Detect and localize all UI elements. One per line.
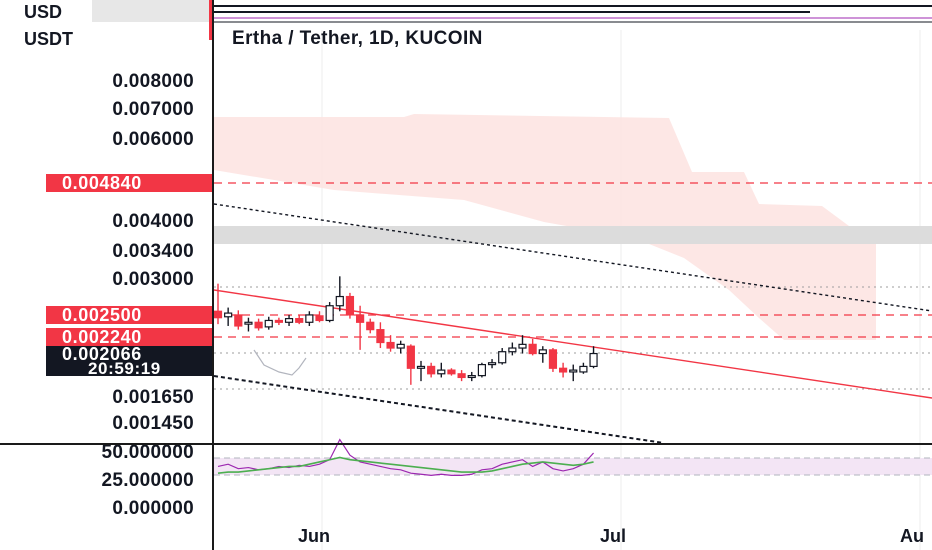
chart-canvas[interactable]: Ertha / Tether, 1D, KUCOIN: [214, 0, 932, 550]
time-label-jul: Jul: [600, 526, 627, 546]
candle-body: [295, 318, 304, 323]
price-tick: 0.007000: [112, 99, 194, 120]
candle-body: [528, 343, 537, 355]
trendline-upper-dashed: [214, 203, 932, 312]
pane-divider[interactable]: [0, 443, 932, 445]
candle-body: [538, 349, 547, 355]
candle-body: [518, 343, 527, 349]
candle-body: [356, 314, 365, 323]
price-tick: 0.004000: [112, 211, 194, 232]
price-tick: 0.003000: [112, 269, 194, 290]
candle-body: [244, 321, 253, 325]
level-label-high[interactable]: 0.004840: [46, 174, 212, 192]
candle-body: [386, 341, 395, 349]
candle-body: [467, 375, 476, 379]
candle-body: [487, 362, 497, 366]
price-tick: 0.008000: [112, 71, 194, 92]
candle-body: [406, 345, 415, 369]
candle-body: [437, 369, 446, 375]
candle-body: [589, 352, 598, 368]
price-tick: 0.001650: [112, 387, 194, 408]
price-tick: 0.001450: [112, 413, 194, 434]
candle-body: [508, 347, 517, 353]
candle-body: [345, 295, 355, 316]
candle-body: [315, 315, 324, 322]
candle-body: [305, 314, 314, 323]
candle-body: [416, 365, 426, 369]
time-label-jun: Jun: [298, 526, 331, 546]
bar-countdown: 20:59:19: [88, 359, 161, 378]
candle-body: [376, 329, 385, 344]
candle-body: [548, 349, 558, 369]
candle-body: [559, 367, 568, 373]
candle-body: [569, 369, 578, 373]
signal-line: [217, 456, 594, 474]
candle-body: [427, 365, 436, 375]
oscillator-tick: 0.000000: [112, 498, 194, 519]
oscillator-band: [214, 458, 932, 475]
candle-body: [224, 312, 233, 318]
candle-body: [477, 363, 486, 377]
current-price-value: 0.002066: [62, 344, 142, 364]
grey-path: [253, 349, 307, 376]
candle-body: [498, 351, 507, 364]
cloud-area: [214, 114, 876, 340]
chart-svg[interactable]: [214, 0, 932, 550]
current-price-label[interactable]: 0.002066 20:59:19: [46, 344, 212, 378]
chart-title[interactable]: Ertha / Tether, 1D, KUCOIN: [232, 28, 483, 49]
level-label-low[interactable]: 0.002240: [46, 328, 212, 346]
price-tick: 0.006000: [112, 129, 194, 150]
candle-body: [214, 310, 223, 319]
candle-body: [325, 305, 334, 322]
grey-zone: [214, 226, 932, 244]
candle-body: [396, 343, 405, 349]
candle-body: [274, 319, 284, 323]
candle-body: [254, 321, 263, 329]
active-marker: [209, 0, 212, 40]
top-toolbar-lines: [214, 5, 932, 23]
candle-series: [214, 276, 598, 385]
price-axis-panel[interactable]: USD USDT 0.008000 0.007000 0.006000 0.00…: [0, 0, 212, 550]
candle-body: [579, 365, 588, 373]
candle-body: [335, 295, 344, 307]
level-label-mid[interactable]: 0.002500: [46, 306, 212, 324]
price-tick: 0.003400: [112, 241, 194, 262]
trendline-lower-dashed: [214, 375, 665, 444]
candle-body: [234, 314, 243, 327]
oscillator-tick: 25.000000: [101, 470, 194, 491]
currency-usd[interactable]: USD: [24, 2, 63, 22]
candle-body: [264, 319, 273, 328]
candle-body: [284, 318, 294, 323]
candle-body: [447, 369, 456, 375]
currency-usdt[interactable]: USDT: [24, 29, 73, 49]
time-label-aug: Au: [900, 526, 924, 546]
oscillator-tick: 50.000000: [101, 442, 194, 463]
axis-divider[interactable]: [212, 0, 214, 550]
candle-body: [366, 321, 375, 331]
symbol-toolbar-strip: [92, 0, 212, 22]
candle-body: [457, 373, 466, 379]
